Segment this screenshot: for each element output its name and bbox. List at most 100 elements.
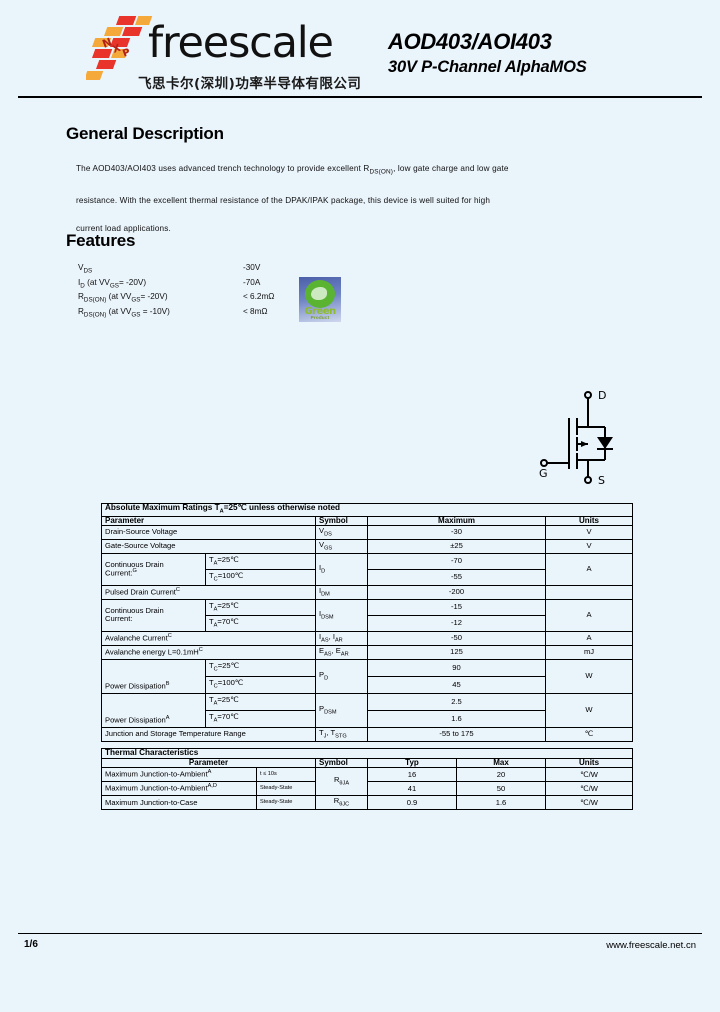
param-cell: Power DissipationB: [101, 658, 206, 694]
page-header: N X P freescale 飞思卡尔(深圳)功率半导体有限公司 AOD403…: [0, 0, 720, 96]
table-row: Power DissipationA TA=25℃ PDSM 2.5 W: [101, 692, 634, 728]
table-caption-row: Thermal Characteristics: [100, 748, 634, 759]
features-heading: Features: [66, 231, 136, 250]
symbol-cell: VGS: [315, 538, 368, 554]
col-header-symbol: Symbol: [315, 757, 368, 769]
table-row: Continuous Drain Current:G TA=25℃ ID -70…: [101, 552, 634, 586]
param-cell: Continuous Drain Current:: [101, 598, 206, 632]
param-cell: Maximum Junction-to-AmbientA,D: [101, 781, 257, 796]
absolute-maximum-ratings-table: Absolute Maximum Ratings TA=25℃ unless o…: [100, 503, 634, 742]
col-header-units: Units: [544, 757, 634, 769]
symbol-cell: TJ, TSTG: [315, 726, 368, 742]
desc-line3: current load applications.: [76, 223, 171, 233]
max-cell: 2.5: [367, 692, 546, 711]
page-number: 1/6: [24, 939, 38, 950]
symbol-cell: PDSM: [315, 692, 368, 728]
logo-chinese-name: 飞思卡尔(深圳)功率半导体有限公司: [138, 76, 362, 92]
max-cell: -70: [367, 552, 546, 570]
units-cell: A: [544, 630, 634, 646]
feature-label: RDS(ON) (at VVGS= -20V): [78, 292, 168, 304]
table-caption-row: Absolute Maximum Ratings TA=25℃ unless o…: [100, 503, 634, 517]
feature-row: RDS(ON) (at VVGS= -20V) < 6.2mΩ: [78, 291, 378, 306]
units-cell: V: [544, 538, 634, 554]
thermal-characteristics-table: Thermal Characteristics Parameter Symbol…: [100, 748, 634, 810]
max-cell: -12: [367, 614, 546, 632]
condition-cell: Steady-State: [256, 781, 316, 796]
table-row: Power DissipationB TC=25℃ PD 90 W: [101, 658, 634, 694]
logo-wordmark: freescale: [148, 18, 334, 68]
units-cell: mJ: [544, 644, 634, 660]
units-cell: ℃: [544, 726, 634, 742]
max-cell: 45: [367, 675, 546, 694]
svg-text:X: X: [111, 43, 122, 56]
param-cell: Drain-Source Voltage: [101, 524, 316, 540]
units-cell: W: [544, 658, 634, 694]
green-badge-text: Green: [304, 306, 336, 317]
table-row: TC=100℃ -55: [102, 568, 633, 586]
units-cell: V: [544, 524, 634, 540]
gate-terminal-label: G: [539, 467, 548, 480]
table-row: Drain-Source Voltage VDS -30 V: [101, 524, 634, 540]
feature-label: RDS(ON) (at VVGS = -10V): [78, 306, 170, 319]
feature-value: -30V: [243, 263, 261, 272]
param-cell: Pulsed Drain CurrentC: [101, 584, 316, 600]
source-terminal-label: S: [598, 474, 605, 487]
condition-cell: TA=25℃: [205, 692, 316, 711]
svg-text:N: N: [101, 35, 114, 50]
part-number: AOD403/AOI403: [388, 29, 552, 54]
units-cell: A: [544, 552, 634, 586]
amr-caption: Absolute Maximum Ratings TA=25℃ unless o…: [100, 503, 634, 517]
param-cell: Maximum Junction-to-AmbientA: [101, 767, 257, 782]
param-cell: Avalanche energy L=0.1mHC: [101, 644, 316, 660]
table-row: Maximum Junction-to-Case Steady-State Rθ…: [101, 795, 634, 810]
company-logo: N X P freescale 飞思卡尔(深圳)功率半导体有限公司: [86, 12, 361, 92]
max-cell: ±25: [367, 538, 546, 554]
max-cell: 20: [456, 767, 546, 782]
condition-cell: TA=70℃: [205, 614, 316, 632]
symbol-cell: EAS, EAR: [315, 644, 368, 660]
param-cell: Maximum Junction-to-Case: [101, 795, 257, 810]
footer-divider: [18, 933, 702, 934]
col-header-symbol: Symbol: [315, 515, 368, 526]
param-cell: Power DissipationA: [101, 692, 206, 728]
condition-cell: Steady-State: [256, 795, 316, 810]
table-row: Maximum Junction-to-AmbientA,D Steady-St…: [101, 781, 634, 796]
feature-label: ID (at VVGS= -20V): [78, 277, 147, 290]
table-row: TA=70℃ 1.6: [102, 709, 633, 728]
table-row: Pulsed Drain CurrentC IDM -200: [101, 584, 634, 600]
units-cell: ℃/W: [544, 767, 634, 782]
feature-value: < 6.2mΩ: [243, 292, 275, 301]
units-cell: ℃/W: [544, 795, 634, 810]
col-header-units: Units: [544, 515, 634, 526]
drain-terminal-label: D: [598, 389, 606, 402]
green-badge-subtext: Product: [310, 315, 330, 320]
max-cell: 125: [367, 644, 546, 660]
feature-value: -70A: [243, 277, 261, 287]
condition-cell: TA=25℃: [205, 552, 316, 570]
max-cell: 1.6: [456, 795, 546, 810]
table-header-row: Parameter Symbol Typ Max Units: [101, 757, 634, 769]
max-cell: -55 to 175: [367, 726, 546, 742]
mosfet-symbol-diagram: D S G: [539, 389, 613, 487]
col-header-typ: Typ: [367, 757, 457, 769]
max-cell: -200: [367, 584, 546, 600]
condition-cell: t ≤ 10s: [256, 767, 316, 782]
condition-cell: TC=25℃: [205, 658, 316, 677]
units-cell: [544, 584, 634, 600]
general-description-heading: General Description: [66, 124, 224, 143]
feature-row: ID (at VVGS= -20V) -70A: [78, 277, 378, 292]
green-globe-icon: [305, 280, 335, 308]
col-header-parameter: Parameter: [101, 515, 316, 526]
desc-line1-sub: DS(ON): [369, 168, 394, 176]
condition-cell: TC=100℃: [205, 568, 316, 586]
desc-line1-a: The AOD403/AOI403 uses advanced trench t…: [76, 164, 370, 173]
col-header-maximum: Maximum: [367, 515, 546, 526]
max-cell: 1.6: [367, 709, 546, 728]
param-cell: Junction and Storage Temperature Range: [101, 726, 316, 742]
freescale-logo-mark: N X P: [86, 16, 153, 80]
symbol-cell: IDM: [315, 584, 368, 600]
table-row: Avalanche energy L=0.1mHC EAS, EAR 125 m…: [101, 644, 634, 660]
symbol-cell: ID: [315, 552, 368, 586]
max-cell: 50: [456, 781, 546, 796]
max-cell: -15: [367, 598, 546, 616]
